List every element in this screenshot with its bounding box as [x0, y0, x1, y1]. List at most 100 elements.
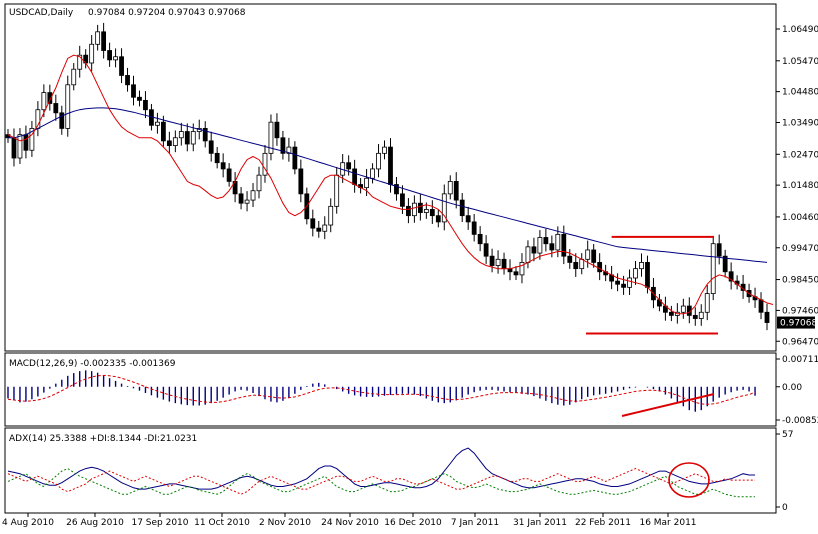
candle-body: [113, 56, 118, 61]
candle-body: [591, 249, 597, 263]
macd-tick-label: -0.00852: [782, 416, 818, 426]
candle-body: [579, 258, 585, 270]
candle-body: [716, 243, 722, 257]
candle-body: [489, 255, 495, 266]
candle-body: [710, 243, 716, 294]
candle-body: [250, 190, 256, 201]
last-price-box: [777, 316, 815, 329]
candle-body: [645, 262, 650, 288]
price-tick-label: 0.97460: [782, 306, 818, 316]
candle-body: [274, 121, 280, 139]
price-tick-label: 1.01480: [782, 181, 818, 191]
candle-body: [429, 209, 435, 217]
candle-body: [310, 218, 316, 229]
candle-body: [447, 180, 453, 195]
candle-body: [119, 56, 124, 76]
candle-body: [53, 103, 59, 114]
adx-panel-title: ADX(14) 25.3388 +DI:8.1344 -DI:21.0231: [9, 434, 197, 444]
candle-body: [692, 314, 698, 319]
candle-body: [208, 140, 214, 154]
candle-body: [406, 205, 411, 217]
candle-body: [537, 237, 543, 254]
price-tick-label: 1.02470: [782, 150, 818, 160]
x-tick-label: 31 Jan 2011: [513, 518, 567, 528]
x-tick-label: 7 Jan 2011: [451, 518, 499, 528]
candle-body: [435, 215, 441, 223]
candle-body: [89, 43, 95, 64]
macd-signal-line: [7, 374, 756, 405]
x-tick-label: 22 Feb 2011: [575, 518, 631, 528]
plus-di-line: [7, 468, 755, 498]
x-tick-label: 16 Mar 2011: [639, 518, 696, 528]
candle-body: [346, 162, 352, 170]
candle-body: [411, 202, 417, 217]
x-tick-label: 11 Oct 2010: [194, 518, 250, 528]
candle-body: [585, 249, 591, 260]
minus-di-line: [7, 468, 755, 495]
candle-body: [400, 193, 405, 207]
candle-body: [184, 131, 190, 145]
candle-body: [639, 262, 644, 270]
candle-body: [722, 255, 728, 273]
price-tick-label: 1.04480: [782, 88, 818, 98]
x-tick-label: 4 Aug 2010: [2, 518, 54, 528]
candle-body: [477, 233, 483, 245]
candle-body: [59, 112, 65, 129]
candle-body: [166, 140, 172, 146]
price-tick-label: 0.96470: [782, 337, 818, 347]
candle-body: [615, 280, 620, 285]
candle-body: [465, 215, 471, 223]
candle-body: [704, 293, 710, 313]
candle-body: [573, 262, 579, 270]
x-tick-label: 17 Sep 2010: [131, 518, 188, 528]
candle-body: [316, 227, 322, 232]
macd-panel-frame: [4, 352, 777, 427]
candle-body: [567, 255, 573, 263]
candle-body: [47, 92, 53, 104]
macd-trend-line[interactable]: [621, 393, 715, 417]
candle-body: [364, 177, 369, 189]
candle-body: [633, 268, 638, 279]
candle-body: [698, 311, 704, 319]
x-tick-label: 2 Nov 2010: [259, 518, 311, 528]
candle-body: [155, 121, 160, 126]
price-panel-title: USDCAD,Daily: [9, 8, 74, 18]
candle-body: [531, 246, 537, 254]
ohlc-readout: 0.97084 0.97204 0.97043 0.97068: [88, 8, 246, 18]
price-tick-label: 1.05470: [782, 57, 818, 67]
candle-body: [23, 134, 29, 151]
candle-body: [441, 193, 447, 223]
price-tick-label: 1.03490: [782, 118, 818, 128]
adx-highlight-circle[interactable]: [668, 462, 710, 498]
ma-long-line: [8, 107, 768, 263]
candle-body: [322, 224, 328, 232]
candle-body: [376, 152, 381, 170]
candle-body: [758, 299, 764, 313]
candle-body: [160, 121, 166, 142]
adx-panel-frame: [4, 427, 777, 514]
price-panel-frame: [4, 3, 777, 352]
candle-body: [555, 233, 561, 251]
candle-body: [495, 258, 501, 266]
candle-body: [202, 128, 208, 142]
candle-body: [423, 209, 429, 213]
candle-body: [680, 305, 686, 313]
candle-body: [238, 193, 244, 204]
candle-body: [471, 221, 477, 235]
candle-body: [561, 233, 567, 257]
candle-body: [268, 121, 274, 154]
candle-body: [728, 271, 734, 282]
candle-body: [483, 243, 489, 257]
candle-body: [549, 243, 555, 251]
price-tick-label: 1.06490: [782, 25, 818, 35]
candle-body: [459, 199, 465, 217]
candle-body: [668, 311, 674, 316]
candle-body: [352, 168, 358, 185]
adx-tick-label: 57: [782, 430, 793, 440]
x-tick-label: 16 Dec 2010: [384, 518, 442, 528]
candle-body: [131, 84, 136, 98]
candle-body: [143, 99, 148, 111]
candle-body: [417, 202, 423, 213]
candle-body: [107, 50, 112, 61]
